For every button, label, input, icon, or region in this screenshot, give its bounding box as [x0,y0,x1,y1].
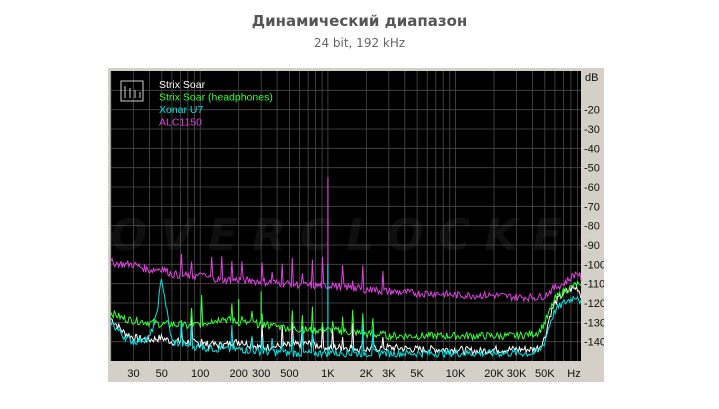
watermark: OVERCLOCKERS.UA [110,210,719,261]
y-tick-label: -130 [584,317,604,329]
chart-title: Динамический диапазон [251,12,468,30]
x-tick-label: 100 [191,368,209,380]
legend-item-2: Xonar U7 [159,104,204,116]
chart-subtitle: 24 bit, 192 kHz [313,36,406,50]
x-tick-label: 30K [507,368,527,380]
x-tick-label: 10K [446,368,466,380]
series-line-1 [110,280,582,342]
series-line-3 [110,253,582,303]
y-tick-label: -30 [584,124,600,136]
y-tick-label: -80 [584,221,600,233]
legend-item-0: Strix Soar [159,79,206,91]
x-unit-label: Hz [567,368,580,380]
x-tick-label: 50 [156,368,168,380]
y-tick-label: -140 [584,337,604,349]
y-tick-label: -50 [584,163,600,175]
series-line-2 [110,278,582,359]
y-tick-label: -70 [584,201,600,213]
x-tick-label: 500 [280,368,298,380]
spectrum-icon [120,80,144,102]
y-tick-label: -100 [584,259,604,271]
y-tick-label: -90 [584,240,600,252]
x-tick-label: 20K [484,368,504,380]
x-tick-label: 5K [410,368,424,380]
x-tick-label: 300 [252,368,270,380]
y-tick-label: -20 [584,105,600,117]
y-tick-label: -120 [584,298,604,310]
y-tick-label: -40 [584,143,600,155]
x-tick-label: 3K [382,368,396,380]
legend-item-1: Strix Soar (headphones) [159,92,273,104]
legend-item-3: ALC1150 [159,117,202,129]
x-tick-label: 200 [229,368,247,380]
x-tick-label: 2K [360,368,374,380]
plot-area [111,71,581,361]
x-tick-label: 50K [535,368,555,380]
y-tick-label: -110 [584,279,604,291]
x-tick-label: 1K [321,368,335,380]
chart-frame: Strix Soar Strix Soar (headphones) Xonar U… [108,68,604,382]
y-unit-label: dB [585,72,598,84]
y-tick-label: -60 [584,182,600,194]
x-tick-label: 30 [127,368,139,380]
